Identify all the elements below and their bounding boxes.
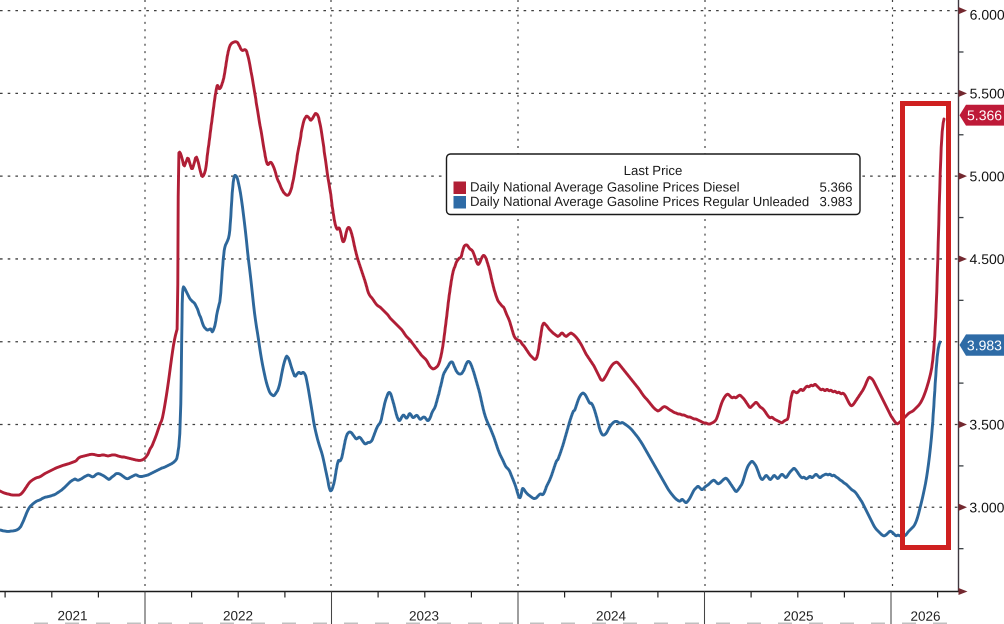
svg-text:3.000: 3.000 [969, 499, 1004, 515]
svg-text:Last Price: Last Price [624, 163, 683, 178]
svg-text:5.366: 5.366 [967, 107, 1002, 123]
svg-text:3.500: 3.500 [969, 417, 1004, 433]
svg-text:3.983: 3.983 [819, 194, 852, 209]
svg-text:3.983: 3.983 [967, 337, 1002, 353]
svg-text:5.000: 5.000 [970, 168, 1004, 184]
svg-text:2024: 2024 [596, 609, 627, 624]
svg-text:2026: 2026 [910, 609, 940, 624]
svg-text:5.500: 5.500 [970, 85, 1004, 101]
svg-text:Daily National Average Gasolin: Daily National Average Gasoline Prices D… [470, 179, 740, 194]
svg-text:6.000: 6.000 [970, 7, 1004, 23]
svg-text:5.366: 5.366 [819, 180, 852, 195]
svg-text:4.500: 4.500 [970, 251, 1004, 267]
svg-text:2022: 2022 [223, 608, 253, 623]
svg-text:Daily National Average Gasolin: Daily National Average Gasoline Prices R… [470, 194, 809, 209]
svg-text:2023: 2023 [409, 608, 439, 623]
svg-text:2025: 2025 [783, 609, 813, 624]
svg-text:2021: 2021 [57, 608, 87, 623]
